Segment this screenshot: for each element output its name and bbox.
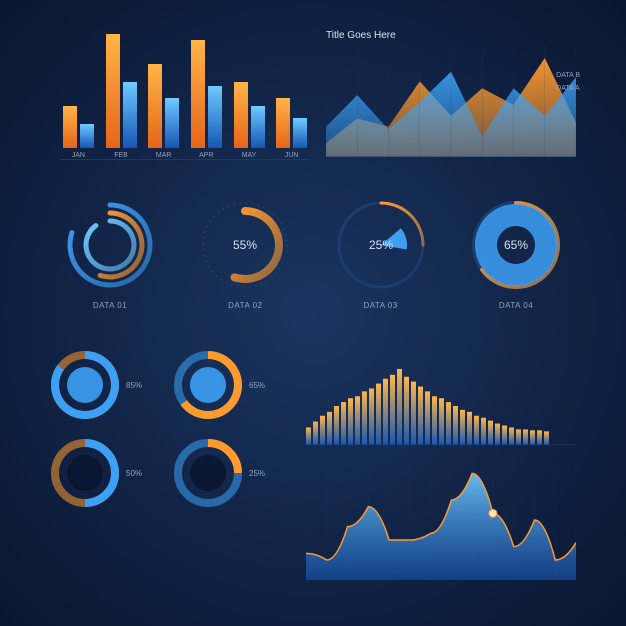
bar: JUN [273, 28, 310, 159]
area-chart-panel: Title Goes Here DATA B DATA A [326, 30, 576, 160]
gauge: 25% DATA 03 [321, 195, 441, 310]
gauge-percent: 25% [369, 238, 393, 252]
histogram-bar [327, 412, 332, 445]
histogram-chart [306, 365, 576, 445]
gauge-label: DATA 01 [93, 301, 127, 310]
histogram-bar [376, 384, 381, 445]
histogram-bar [439, 398, 444, 445]
histogram-bar [516, 429, 521, 445]
donut-percent: 85% [126, 381, 142, 390]
gauge-label: DATA 03 [363, 301, 397, 310]
histogram-bar [334, 406, 339, 445]
histogram-bar [460, 410, 465, 445]
gauge-label: DATA 04 [499, 301, 533, 310]
histogram-bar [425, 391, 430, 445]
wave-area-chart [306, 460, 576, 580]
histogram-bar [390, 375, 395, 445]
area-chart-title: Title Goes Here [326, 30, 576, 41]
histogram-bar [502, 426, 507, 446]
bar-label: FEB [114, 152, 128, 159]
histogram-bar [523, 429, 528, 445]
gauges-row: DATA 01 55% DATA 02 25% DATA 03 65% DATA 04 [50, 195, 576, 310]
donuts-grid: 85% 65% 50% 25% [50, 350, 280, 508]
area-chart-legend: DATA B DATA A [556, 70, 580, 95]
histogram-bar [369, 388, 374, 445]
donut-center [67, 367, 103, 403]
histogram-bar [530, 430, 535, 445]
legend-item: DATA A [556, 83, 580, 96]
histogram-bar [348, 398, 353, 445]
histogram-bar [418, 387, 423, 446]
donut-center [190, 367, 226, 403]
wave-marker [489, 509, 497, 517]
donut-percent: 65% [249, 381, 265, 390]
histogram-bar [355, 396, 360, 445]
bar: FEB [103, 28, 140, 159]
histogram-bar [446, 402, 451, 445]
histogram-bar [432, 396, 437, 445]
monthly-bar-chart: JAN FEB MAR APR MAY JUN [60, 30, 310, 160]
gauge-percent: 55% [233, 238, 257, 252]
donut: 85% [50, 350, 145, 420]
gauge: 65% DATA 04 [456, 195, 576, 310]
histogram-bar [397, 369, 402, 445]
histogram-bar [495, 424, 500, 445]
donut-percent: 25% [249, 469, 265, 478]
legend-item: DATA B [556, 70, 580, 83]
histogram-bar [383, 379, 388, 445]
bar: MAR [145, 28, 182, 159]
gauge-ring [70, 205, 150, 285]
wave-area [306, 473, 576, 580]
bar-label: MAY [242, 152, 257, 159]
bar-label: MAR [156, 152, 172, 159]
histogram-bar [404, 377, 409, 445]
histogram-bar [306, 427, 311, 445]
histogram-bar [453, 406, 458, 445]
gauge-label: DATA 02 [228, 301, 262, 310]
histogram-bar [537, 430, 542, 445]
donut: 65% [173, 350, 268, 420]
donut-center [190, 455, 226, 491]
gauge-ring [86, 221, 134, 269]
bar-label: APR [199, 152, 213, 159]
histogram-bar [481, 418, 486, 445]
bar: APR [188, 28, 225, 159]
histogram-bar [341, 402, 346, 445]
histogram-bar [362, 391, 367, 445]
donut-percent: 50% [126, 469, 142, 478]
donut: 25% [173, 438, 268, 508]
histogram-bar [488, 421, 493, 445]
bar-label: JUN [285, 152, 299, 159]
bar-label: JAN [72, 152, 85, 159]
histogram-bar [474, 416, 479, 445]
area-chart [326, 47, 576, 157]
donut-center [67, 455, 103, 491]
histogram-bar [467, 412, 472, 445]
histogram-bar [544, 431, 549, 445]
histogram-bar [320, 416, 325, 445]
histogram-bar [509, 427, 514, 445]
histogram-bar [313, 422, 318, 445]
gauge: 55% DATA 02 [185, 195, 305, 310]
bar: JAN [60, 28, 97, 159]
gauge-percent: 65% [504, 238, 528, 252]
histogram-bar [411, 382, 416, 445]
gauge: DATA 01 [50, 195, 170, 310]
bar: MAY [231, 28, 268, 159]
donut: 50% [50, 438, 145, 508]
